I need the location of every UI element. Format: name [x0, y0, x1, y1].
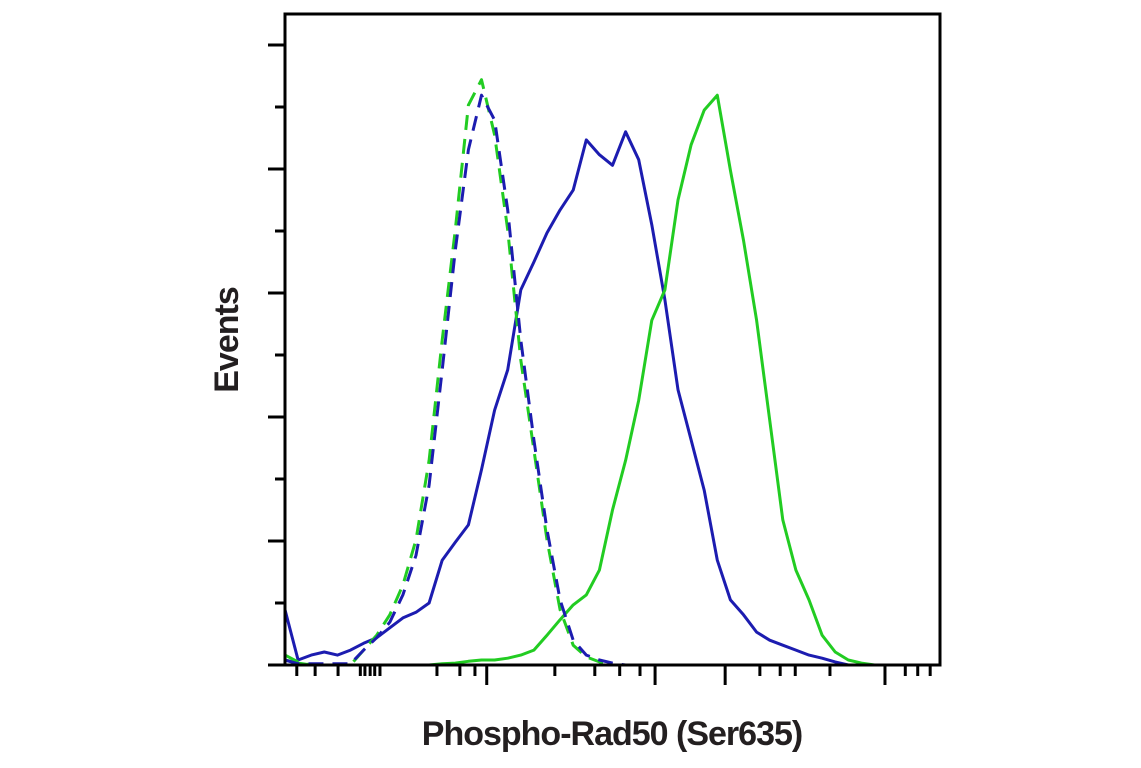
histogram-line — [284, 93, 940, 667]
histogram-line — [283, 130, 940, 667]
histogram-line — [284, 93, 940, 667]
histogram-line — [284, 78, 940, 667]
plot-frame — [283, 12, 942, 667]
y-axis-label: Events — [208, 287, 246, 393]
x-axis-label: Phospho-Rad50 (Ser635) — [422, 715, 802, 753]
